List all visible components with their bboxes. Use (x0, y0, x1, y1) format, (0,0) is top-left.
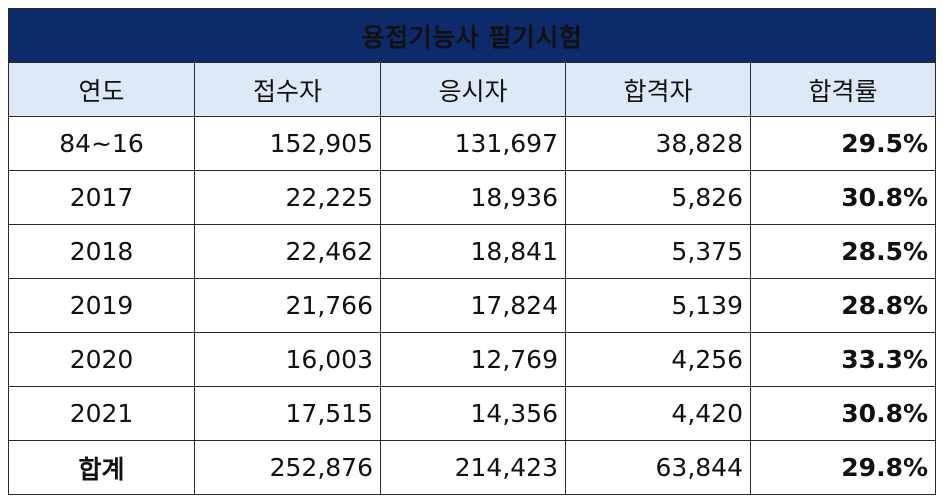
cell-pass-rate[interactable]: 28.8% (749, 278, 937, 333)
table-title[interactable]: 용접기능사 필기시험 (7, 8, 937, 63)
cell-examinees[interactable]: 17,824 (380, 278, 566, 333)
cell-total-label[interactable]: 합계 (8, 440, 195, 495)
header-year[interactable]: 연도 (8, 62, 195, 117)
header-passers[interactable]: 합격자 (565, 62, 751, 117)
cell-passers[interactable]: 4,256 (565, 332, 751, 387)
table-row: 2021 17,515 14,356 4,420 30.8% (8, 386, 937, 441)
header-examinees[interactable]: 응시자 (380, 62, 566, 117)
cell-pass-rate[interactable]: 29.5% (749, 116, 937, 171)
cell-year[interactable]: 84~16 (8, 116, 195, 171)
cell-pass-rate[interactable]: 30.8% (749, 170, 937, 225)
cell-total-pass-rate[interactable]: 29.8% (749, 440, 937, 495)
cell-year[interactable]: 2017 (8, 170, 195, 225)
cell-year[interactable]: 2019 (8, 278, 195, 333)
cell-applicants[interactable]: 17,515 (194, 386, 381, 441)
table-total-row: 합계 252,876 214,423 63,844 29.8% (8, 440, 937, 495)
cell-passers[interactable]: 4,420 (565, 386, 751, 441)
cell-year[interactable]: 2021 (8, 386, 195, 441)
cell-pass-rate[interactable]: 33.3% (749, 332, 937, 387)
cell-examinees[interactable]: 131,697 (380, 116, 566, 171)
cell-passers[interactable]: 38,828 (565, 116, 751, 171)
cell-pass-rate[interactable]: 30.8% (749, 386, 937, 441)
cell-applicants[interactable]: 22,462 (194, 224, 381, 279)
table-row: 2019 21,766 17,824 5,139 28.8% (8, 278, 937, 333)
cell-year[interactable]: 2018 (8, 224, 195, 279)
cell-examinees[interactable]: 12,769 (380, 332, 566, 387)
cell-examinees[interactable]: 14,356 (380, 386, 566, 441)
table-header-row: 연도 접수자 응시자 합격자 합격률 (8, 62, 937, 117)
cell-examinees[interactable]: 18,936 (380, 170, 566, 225)
cell-year[interactable]: 2020 (8, 332, 195, 387)
cell-passers[interactable]: 5,139 (565, 278, 751, 333)
cell-examinees[interactable]: 18,841 (380, 224, 566, 279)
table-row: 2020 16,003 12,769 4,256 33.3% (8, 332, 937, 387)
table-row: 84~16 152,905 131,697 38,828 29.5% (8, 116, 937, 171)
cell-total-applicants[interactable]: 252,876 (194, 440, 381, 495)
cell-applicants[interactable]: 152,905 (194, 116, 381, 171)
header-applicants[interactable]: 접수자 (194, 62, 381, 117)
exam-statistics-table: 용접기능사 필기시험 연도 접수자 응시자 합격자 합격률 84~16 152,… (7, 8, 937, 495)
cell-passers[interactable]: 5,826 (565, 170, 751, 225)
cell-total-passers[interactable]: 63,844 (565, 440, 751, 495)
cell-pass-rate[interactable]: 28.5% (749, 224, 937, 279)
cell-applicants[interactable]: 21,766 (194, 278, 381, 333)
cell-passers[interactable]: 5,375 (565, 224, 751, 279)
cell-total-examinees[interactable]: 214,423 (380, 440, 566, 495)
cell-applicants[interactable]: 22,225 (194, 170, 381, 225)
table-row: 2017 22,225 18,936 5,826 30.8% (8, 170, 937, 225)
header-pass-rate[interactable]: 합격률 (749, 62, 937, 117)
table-row: 2018 22,462 18,841 5,375 28.5% (8, 224, 937, 279)
table-title-row: 용접기능사 필기시험 (7, 8, 937, 63)
cell-applicants[interactable]: 16,003 (194, 332, 381, 387)
